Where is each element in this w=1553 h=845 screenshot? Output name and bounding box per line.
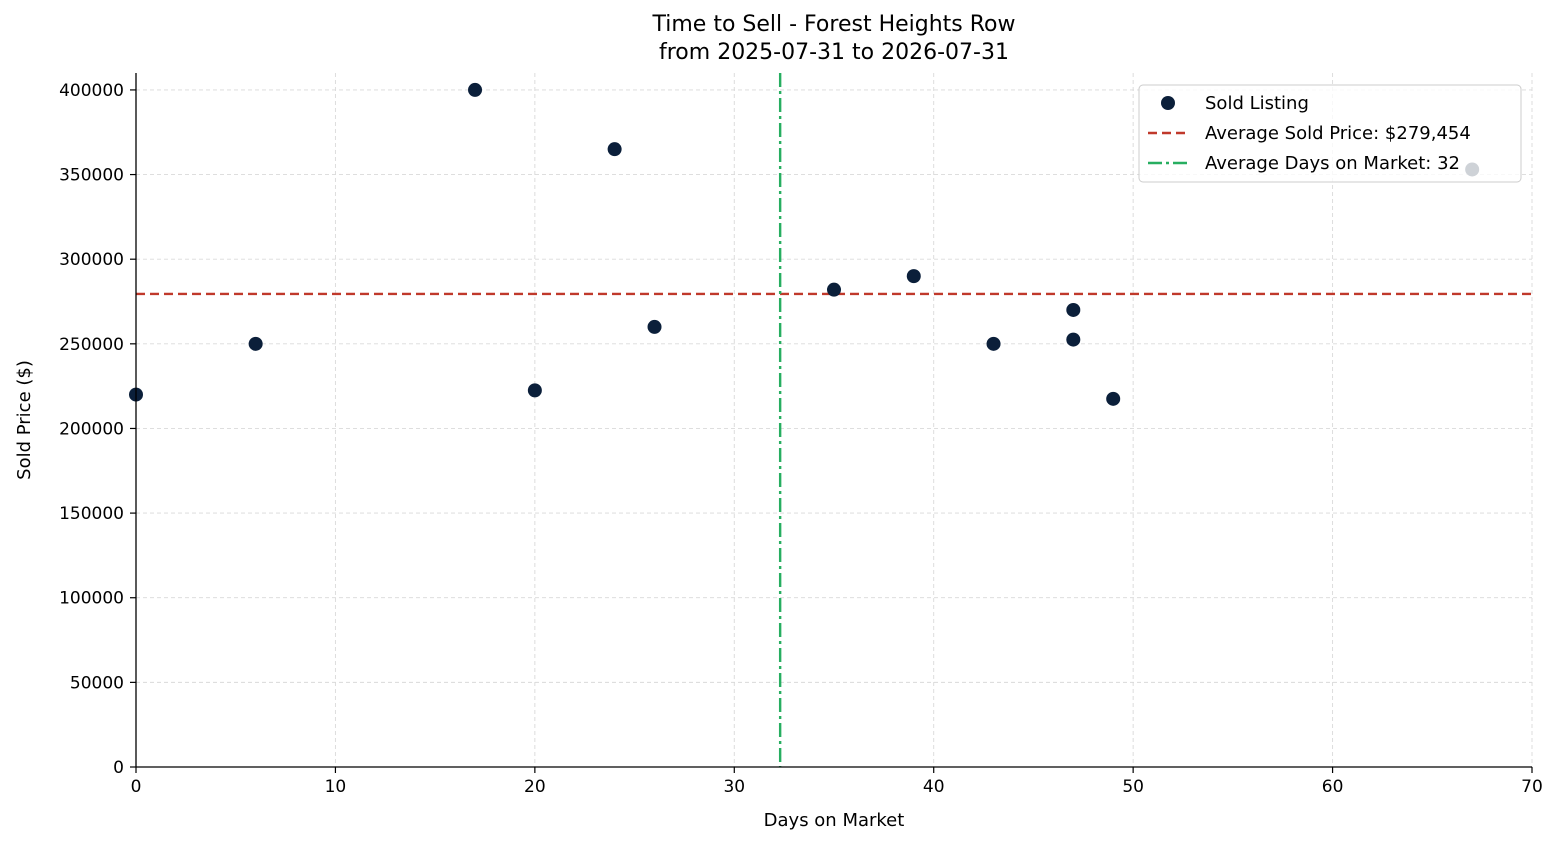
y-tick-label: 100000 (59, 589, 124, 609)
y-tick-label: 50000 (70, 673, 124, 693)
x-tick-label: 40 (923, 777, 945, 797)
y-tick-label: 0 (113, 758, 124, 778)
data-point (1106, 391, 1121, 406)
x-tick-label: 30 (723, 777, 745, 797)
data-point (906, 269, 921, 284)
x-tick-label: 50 (1122, 777, 1144, 797)
x-tick-label: 0 (131, 777, 142, 797)
y-tick-label: 250000 (59, 335, 124, 355)
data-point (827, 282, 841, 297)
y-tick-label: 200000 (59, 419, 124, 439)
x-axis-label: Days on Market (764, 810, 905, 831)
y-axis-label: Sold Price ($) (14, 360, 35, 480)
x-tick-label: 70 (1521, 777, 1543, 797)
y-tick-label: 150000 (59, 504, 124, 524)
reference-lines (136, 73, 1532, 767)
x-tick-label: 10 (325, 777, 347, 797)
data-point (468, 82, 483, 97)
data-point (1066, 332, 1081, 347)
legend-box (1138, 84, 1522, 183)
data-point (527, 383, 542, 398)
legend: Sold Listing Average Sold Price: $279,454… (1138, 84, 1522, 183)
tick-labels: 0 10 20 30 40 50 60 70 0 50000 100000 150000 200000 2… (59, 81, 1543, 797)
data-point (1066, 302, 1081, 317)
data-point (647, 319, 662, 334)
y-tick-label: 300000 (59, 250, 124, 270)
legend-label: Average Days on Market: 32 (1205, 153, 1460, 174)
data-point (607, 142, 622, 157)
chart-title: Time to Sell - Forest Heights Row (652, 12, 1016, 37)
x-tick-label: 20 (524, 777, 546, 797)
legend-marker-sold (1161, 96, 1175, 110)
y-tick-label: 400000 (59, 81, 124, 101)
data-point (986, 336, 1001, 351)
axes (130, 73, 1533, 773)
data-point (248, 336, 263, 351)
chart-subtitle: from 2025-07-31 to 2026-07-31 (659, 40, 1009, 65)
legend-label: Average Sold Price: $279,454 (1205, 123, 1471, 144)
x-tick-label: 60 (1322, 777, 1344, 797)
y-tick-label: 350000 (59, 166, 124, 186)
legend-label: Sold Listing (1205, 93, 1309, 114)
